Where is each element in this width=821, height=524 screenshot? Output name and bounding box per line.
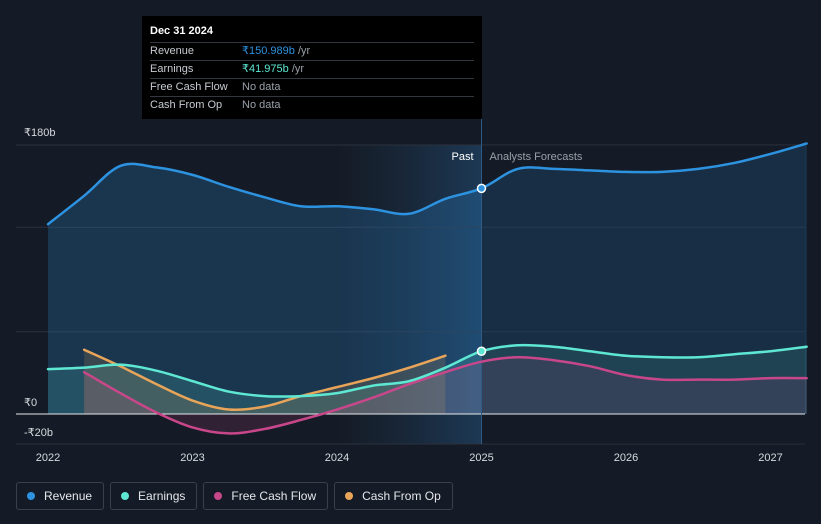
tooltip-value: ₹41.975b (242, 63, 289, 75)
x-tick-label: 2026 (614, 452, 638, 464)
legend-label: Cash From Op (362, 489, 441, 503)
tooltip-row-earnings: Earnings ₹41.975b /yr (150, 60, 474, 78)
tooltip-value: No data (242, 99, 281, 111)
legend-label: Revenue (44, 489, 92, 503)
tooltip-label: Earnings (150, 61, 242, 78)
tooltip-value: ₹150.989b (242, 45, 295, 57)
tooltip-row-cfo: Cash From Op No data (150, 96, 474, 114)
forecast-label: Analysts Forecasts (490, 151, 583, 163)
legend-free-cash-flow[interactable]: Free Cash Flow (203, 482, 328, 510)
x-tick-label: 2027 (758, 452, 782, 464)
tooltip-label: Free Cash Flow (150, 79, 242, 96)
x-tick-label: 2023 (180, 452, 204, 464)
forecast-overlay (482, 145, 806, 444)
y-tick-label: -₹20b (24, 427, 53, 439)
legend-dot-icon (345, 492, 353, 500)
point-revenue (478, 184, 486, 192)
legend: Revenue Earnings Free Cash Flow Cash Fro… (16, 482, 453, 510)
legend-dot-icon (121, 492, 129, 500)
legend-cash-from-op[interactable]: Cash From Op (334, 482, 453, 510)
legend-dot-icon (27, 492, 35, 500)
legend-dot-icon (214, 492, 222, 500)
tooltip: Dec 31 2024 Revenue ₹150.989b /yr Earnin… (142, 16, 482, 119)
tooltip-label: Cash From Op (150, 97, 242, 114)
x-tick-label: 2022 (36, 452, 60, 464)
y-tick-label: ₹180b (24, 127, 55, 139)
x-tick-label: 2024 (325, 452, 349, 464)
legend-revenue[interactable]: Revenue (16, 482, 104, 510)
tooltip-row-fcf: Free Cash Flow No data (150, 78, 474, 96)
past-label: Past (451, 151, 473, 163)
x-tick-label: 2025 (469, 452, 493, 464)
legend-label: Free Cash Flow (231, 489, 316, 503)
y-tick-label: ₹0 (24, 397, 37, 409)
tooltip-date: Dec 31 2024 (150, 24, 474, 42)
legend-label: Earnings (138, 489, 185, 503)
tooltip-unit: /yr (289, 63, 304, 75)
tooltip-value: No data (242, 81, 281, 93)
legend-earnings[interactable]: Earnings (110, 482, 197, 510)
tooltip-unit: /yr (295, 45, 310, 57)
tooltip-row-revenue: Revenue ₹150.989b /yr (150, 42, 474, 60)
tooltip-label: Revenue (150, 43, 242, 60)
point-earnings (478, 347, 486, 355)
